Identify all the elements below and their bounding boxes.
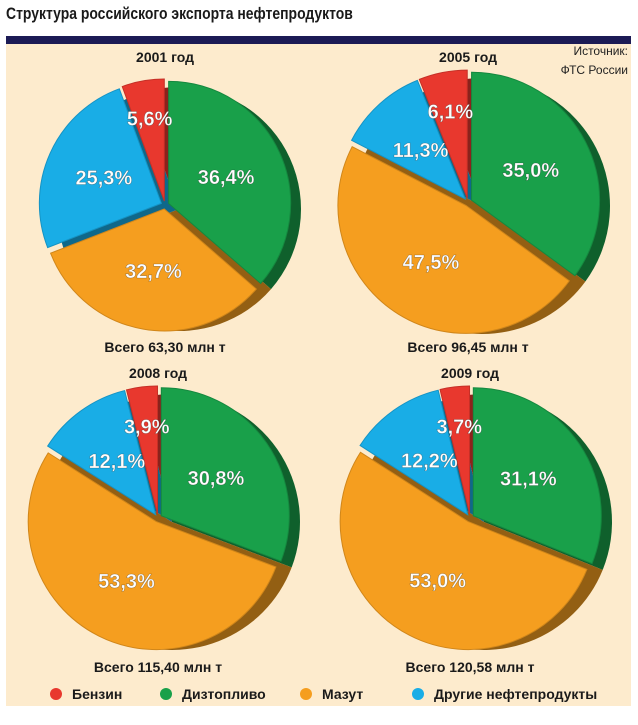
pie-data-label: 6,1% [428,102,474,124]
pie-title: 2008 год [129,365,187,381]
pie-data-label: 25,3% [75,167,132,189]
pie-slice [471,71,601,277]
legend-label: Бензин [72,686,123,702]
pie-slice [27,452,277,651]
pie-data-label: 30,8% [188,468,245,490]
pie-slice [38,88,162,249]
pie-data-label: 5,6% [127,109,173,131]
pie-total: Всего 63,30 млн т [104,339,225,355]
pie-slice [439,385,471,515]
pie-total: Всего 96,45 млн т [407,339,528,355]
pie-slice [350,79,467,201]
pie-title: 2005 год [439,49,497,65]
legend-label: Дизтопливо [182,686,266,702]
pie-data-label: 53,3% [98,571,155,593]
pie-total: Всего 120,58 млн т [406,659,535,675]
pie-data-label: 12,1% [88,451,145,473]
legend-label: Мазут [322,686,364,702]
legend-item-other: Другие нефтепродукты [412,686,597,702]
pie-data-label: 47,5% [403,252,460,274]
pie-slice [46,389,157,516]
legend-swatch [50,688,62,700]
legend-item-diesel: Дизтопливо [160,686,266,702]
pie-data-label: 31,1% [500,469,557,491]
pie-data-label: 32,7% [125,261,182,283]
source-value: ФТС России [560,63,628,77]
pie-data-label: 11,3% [393,140,449,162]
pie-title: 2001 год [136,49,194,65]
legend-label: Другие нефтепродукты [434,686,598,702]
pie-slice [472,387,602,565]
page-title: Структура российского экспорта нефтепрод… [6,4,353,23]
pie-data-label: 3,9% [124,417,170,439]
pie-slice [339,451,588,650]
pie-slice [49,208,258,332]
legend-swatch [300,688,312,700]
pie-slice [337,146,570,334]
source-label: Источник: [573,44,628,58]
pie-slice [418,69,468,199]
pie-slice [125,385,159,515]
pie-title: 2009 год [441,365,499,381]
pie-data-label: 3,7% [437,416,483,438]
pie-slice [121,78,165,202]
pie-slice [168,80,292,285]
legend-item-mazut: Мазут [300,686,363,702]
pie-data-label: 53,0% [409,571,466,593]
title-divider [6,36,631,44]
legend-swatch [412,688,424,700]
pie-slice [359,389,469,516]
pie-total: Всего 115,40 млн т [94,659,222,675]
pie-data-label: 36,4% [198,167,255,189]
legend-item-benzin: Бензин [50,686,122,702]
pie-data-label: 35,0% [502,160,559,182]
pie-data-label: 12,2% [401,451,458,473]
pie-slice [160,387,290,562]
legend-swatch [160,688,172,700]
